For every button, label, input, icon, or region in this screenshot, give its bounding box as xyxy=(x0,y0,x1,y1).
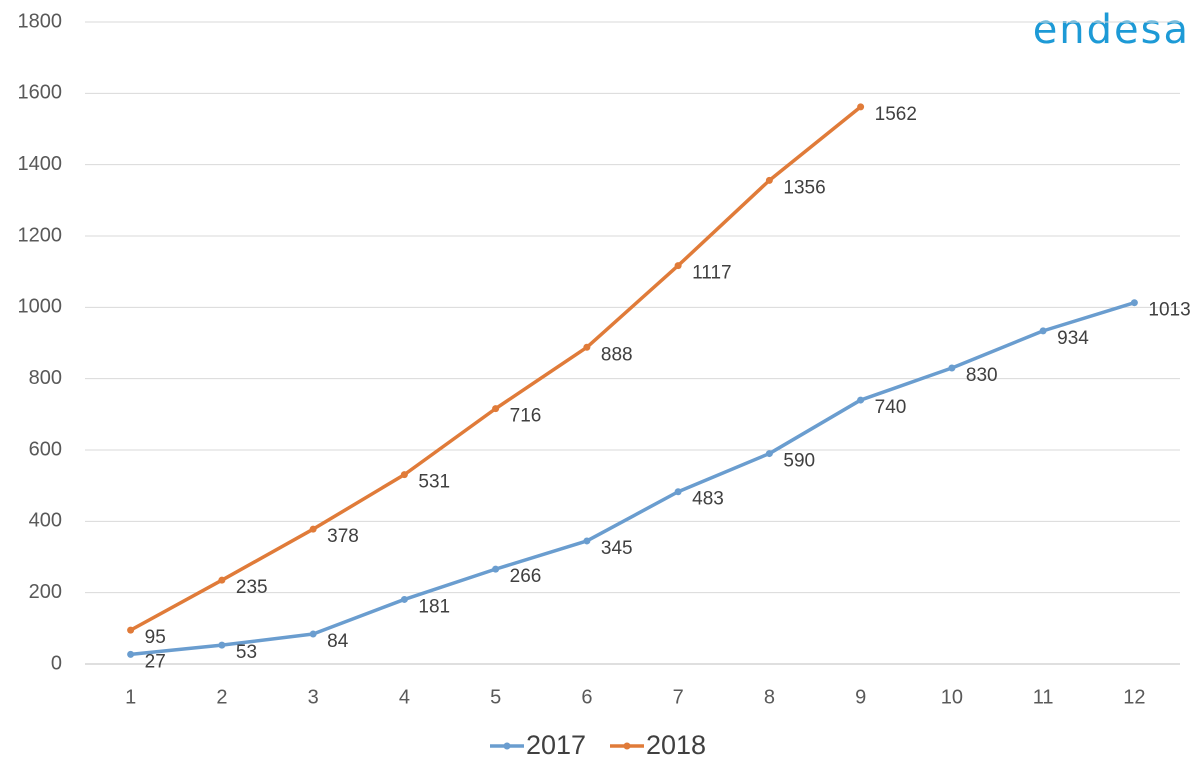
data-label: 531 xyxy=(418,472,450,493)
data-label: 27 xyxy=(145,651,166,672)
data-label: 740 xyxy=(875,397,907,418)
point xyxy=(583,343,591,351)
point xyxy=(857,103,865,111)
point xyxy=(1130,299,1138,307)
y-tick-label: 400 xyxy=(29,510,62,532)
point xyxy=(309,525,317,533)
data-label: 1356 xyxy=(783,177,825,198)
y-tick-label: 1600 xyxy=(18,82,63,104)
x-tick-label: 2 xyxy=(216,686,227,708)
point xyxy=(674,262,682,270)
point xyxy=(765,450,773,458)
x-tick-label: 4 xyxy=(399,686,410,708)
data-label: 266 xyxy=(510,566,542,587)
x-tick-label: 10 xyxy=(941,686,963,708)
x-tick-label: 9 xyxy=(855,686,866,708)
y-tick-label: 1800 xyxy=(18,10,63,32)
point xyxy=(218,641,226,649)
x-tick-label: 5 xyxy=(490,686,501,708)
y-tick-label: 800 xyxy=(29,367,62,389)
data-label: 53 xyxy=(236,642,257,663)
x-tick-label: 3 xyxy=(308,686,319,708)
data-label: 181 xyxy=(418,596,450,617)
data-label: 378 xyxy=(327,526,359,547)
x-tick-label: 7 xyxy=(673,686,684,708)
x-tick-label: 8 xyxy=(764,686,775,708)
y-tick-label: 200 xyxy=(29,581,62,603)
data-label: 934 xyxy=(1057,328,1089,349)
x-tick-label: 12 xyxy=(1123,686,1145,708)
point xyxy=(218,576,226,584)
y-tick-label: 1000 xyxy=(18,296,63,318)
data-label: 1013 xyxy=(1148,300,1190,321)
data-label: 483 xyxy=(692,489,724,510)
point xyxy=(948,364,956,372)
point xyxy=(127,626,135,634)
data-label: 888 xyxy=(601,344,633,365)
y-tick-label: 600 xyxy=(29,438,62,460)
x-tick-label: 11 xyxy=(1033,686,1054,708)
y-tick-label: 1400 xyxy=(18,153,63,175)
data-label: 590 xyxy=(783,451,815,472)
point xyxy=(492,405,500,413)
point xyxy=(765,176,773,184)
point xyxy=(400,471,408,479)
point xyxy=(1039,327,1047,335)
legend-label: 2017 xyxy=(526,730,586,760)
point xyxy=(492,565,500,573)
point xyxy=(583,537,591,545)
series-line xyxy=(130,301,1135,657)
x-tick-label: 1 xyxy=(125,686,136,708)
point xyxy=(857,396,865,404)
point xyxy=(127,650,135,658)
point xyxy=(674,488,682,496)
legend-label: 2018 xyxy=(646,730,706,760)
legend-marker xyxy=(503,742,511,750)
data-label: 1117 xyxy=(692,263,731,284)
data-label: 716 xyxy=(510,406,542,427)
data-label: 830 xyxy=(966,365,998,386)
point xyxy=(400,595,408,603)
series-line xyxy=(129,105,862,632)
data-label: 235 xyxy=(236,577,268,598)
x-tick-label: 6 xyxy=(581,686,592,708)
y-tick-label: 1200 xyxy=(18,224,63,246)
data-label: 95 xyxy=(145,627,166,648)
legend-marker xyxy=(623,742,631,750)
data-label: 345 xyxy=(601,538,633,559)
data-label: 84 xyxy=(327,631,349,652)
point xyxy=(309,630,317,638)
logo: endesa xyxy=(1033,7,1190,53)
y-tick-label: 0 xyxy=(51,652,62,674)
data-label: 1562 xyxy=(875,104,917,125)
